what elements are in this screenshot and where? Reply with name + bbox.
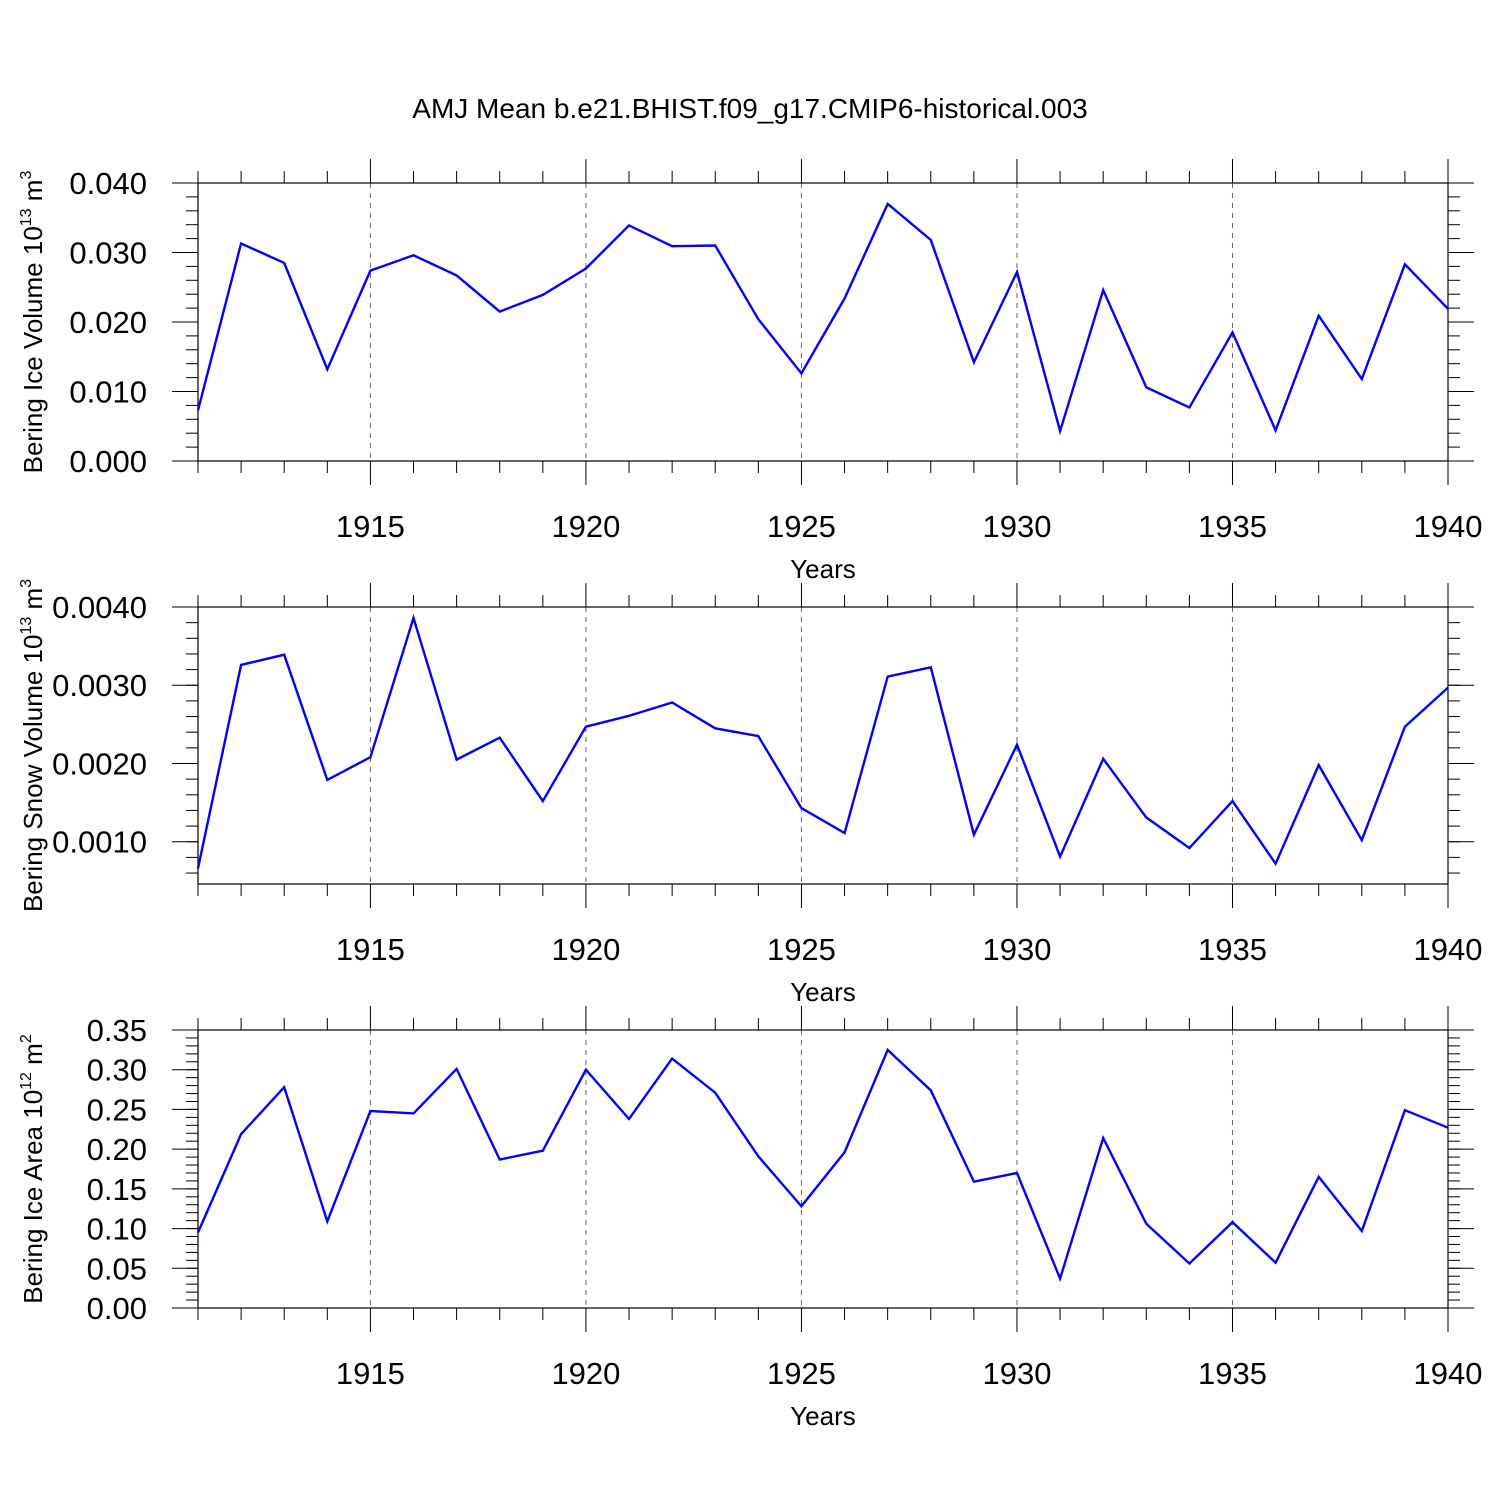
y-tick-label: 0.020 (69, 305, 147, 340)
y-tick-label: 0.35 (87, 1013, 147, 1048)
x-tick-label: 1940 (1414, 509, 1483, 544)
y-axis-title: Bering Ice Volume 1013 m3 (18, 171, 48, 474)
plot-frame (197, 182, 1449, 462)
y-tick-label: 0.15 (87, 1172, 147, 1207)
y-tick-label: 0.0010 (52, 825, 147, 860)
panels: 0.000 0.010 0.020 0.030 0.040 1915 1920 1925 193… (18, 159, 1482, 1431)
x-tick-label: 1940 (1414, 1356, 1483, 1391)
x-tick-label: 1930 (982, 509, 1051, 544)
y-tick-label: 0.30 (87, 1053, 147, 1088)
x-tick-label: 1920 (551, 1356, 620, 1391)
series-line-ice-area (196, 1047, 1449, 1283)
x-tick-label: 1915 (336, 932, 405, 967)
panel-ice-volume: 0.000 0.010 0.020 0.030 0.040 1915 1920 1925 193… (18, 159, 1482, 584)
x-tick-label: 1930 (982, 932, 1051, 967)
y-tick-label: 0.0030 (52, 668, 147, 703)
y-tick-label: 0.00 (87, 1291, 147, 1326)
x-tick-label: 1915 (336, 1356, 405, 1391)
y-tick-label: 0.20 (87, 1132, 147, 1167)
plot-frame (197, 606, 1449, 885)
x-tick-label: 1920 (551, 932, 620, 967)
series-line-snow-volume (196, 613, 1449, 869)
x-axis-title: Years (790, 554, 856, 584)
y-tick-label: 0.040 (69, 166, 147, 201)
x-axis-title: Years (790, 977, 856, 1007)
x-tick-label: 1930 (982, 1356, 1051, 1391)
panel-snow-volume: 0.0010 0.0020 0.0030 0.0040 1915 1920 1925 1930… (18, 579, 1482, 1007)
y-tick-label: 0.0020 (52, 746, 147, 781)
x-tick-label: 1935 (1198, 1356, 1267, 1391)
series-line-ice-volume (196, 201, 1449, 436)
y-axis-title: Bering Snow Volume 1013 m3 (18, 579, 48, 912)
y-tick-label: 0.030 (69, 236, 147, 271)
y-tick-label: 0.25 (87, 1092, 147, 1127)
x-axis-title: Years (790, 1401, 856, 1431)
x-tick-label: 1925 (767, 932, 836, 967)
x-tick-label: 1935 (1198, 932, 1267, 967)
y-tick-label: 0.010 (69, 375, 147, 410)
panel-ice-area: 0.00 0.05 0.10 0.15 0.20 0.25 0.30 0.35 1915 1920… (18, 1006, 1482, 1431)
y-tick-label: 0.10 (87, 1212, 147, 1247)
x-tick-label: 1940 (1414, 932, 1483, 967)
y-tick-label: 0.000 (69, 444, 147, 479)
y-tick-label: 0.05 (87, 1251, 147, 1286)
figure-title: AMJ Mean b.e21.BHIST.f09_g17.CMIP6-histo… (412, 93, 1087, 124)
x-tick-label: 1920 (551, 509, 620, 544)
x-tick-label: 1915 (336, 509, 405, 544)
x-tick-label: 1925 (767, 509, 836, 544)
x-tick-label: 1935 (1198, 509, 1267, 544)
y-tick-label: 0.0040 (52, 590, 147, 625)
plot-frame (197, 1029, 1449, 1309)
y-axis-title: Bering Ice Area 1012 m2 (18, 1034, 48, 1304)
x-tick-label: 1925 (767, 1356, 836, 1391)
